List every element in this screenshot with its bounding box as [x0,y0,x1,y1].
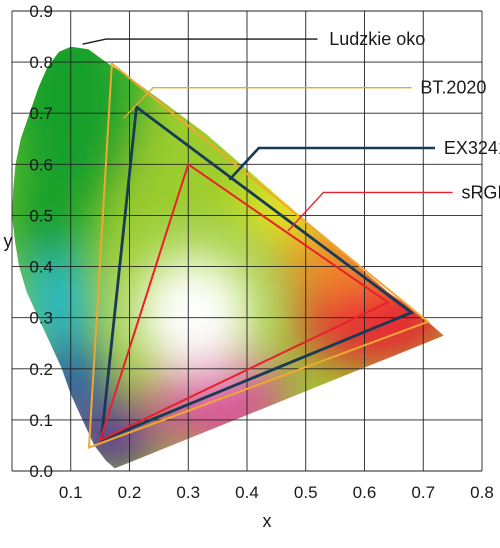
y-tick-label: 0.1 [29,411,53,430]
y-tick-label: 0.4 [29,258,53,277]
y-tick-label: 0.2 [29,360,53,379]
gamut-color-fill [12,46,444,469]
y-tick-label: 0.0 [29,462,53,481]
x-tick-label: 0.3 [176,483,200,502]
axis-ticks: 0.1 0.2 0.3 0.4 0.5 0.6 0.7 0.8 0.0 0.1 0.2 0.3 0.4 0… [29,2,493,502]
y-tick-label: 0.9 [29,2,53,21]
color-violet [66,405,157,469]
legend-line-ex3241 [228,146,435,181]
x-tick-label: 0.5 [294,483,318,502]
x-tick-label: 0.4 [235,483,259,502]
legend-line-ludzkie-oko [82,38,318,45]
gamut-triangles [87,61,430,449]
y-tick-label: 0.6 [29,155,53,174]
x-tick-label: 0.8 [470,483,494,502]
legend-label-ludzkie-oko: Ludzkie oko [329,29,425,49]
spectral-locus-gamut [12,46,444,469]
y-tick-label: 0.3 [29,309,53,328]
legend-label-bt-2020: BT.2020 [420,78,486,98]
gamut-triangle-srgb [98,162,390,443]
x-axis-label: x [263,511,272,531]
color-white [134,252,255,373]
x-tick-label: 0.7 [411,483,435,502]
y-axis-label: y [4,231,13,251]
y-tick-label: 0.8 [29,53,53,72]
gamut-triangle-bt-2020 [87,61,430,449]
y-tick-label: 0.7 [29,104,53,123]
color-yellowgreen [132,134,233,215]
gamut-triangle-ex3241 [99,104,415,443]
x-tick-label: 0.1 [59,483,83,502]
legend-line-bt-2020 [123,86,412,119]
legend-label-ex3241: EX3241 [444,138,500,158]
legend-line-srgb [287,191,453,232]
y-tick-label: 0.5 [29,206,53,225]
x-tick-label: 0.6 [353,483,377,502]
legend-label-srgb: sRGB [461,182,500,202]
legend: Ludzkie oko BT.2020 EX3241 sRGB [82,29,500,232]
x-tick-label: 0.2 [118,483,142,502]
